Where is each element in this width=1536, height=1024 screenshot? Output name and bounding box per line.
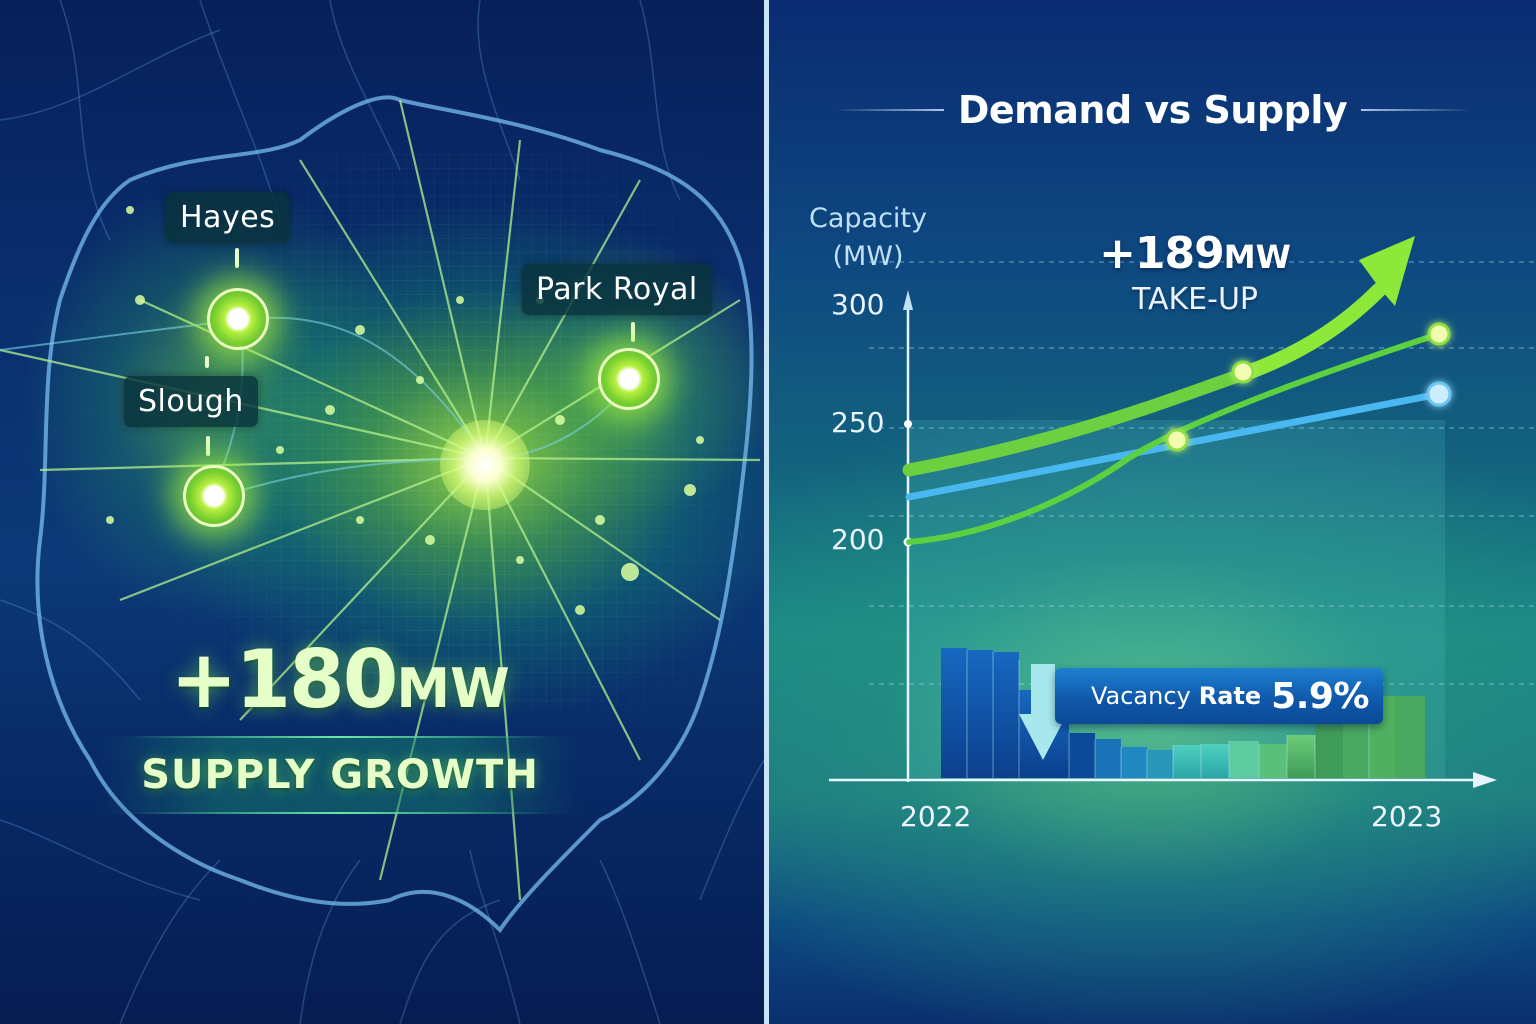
takeup-arrowhead-icon — [1359, 236, 1415, 306]
supply-growth-value: +180MW — [100, 640, 580, 720]
location-label-hayes: Hayes — [166, 192, 290, 243]
supply-value-number: +180 — [170, 633, 398, 726]
y-tick-250: 250 — [831, 406, 885, 439]
panel-divider — [764, 0, 769, 1024]
title-rule-left — [833, 109, 944, 111]
vacancy-label: Vacancy — [1090, 682, 1191, 710]
slough-connector — [206, 436, 210, 456]
supply-map-panel: Hayes Slough Park Royal +180MW SUPPLY GR… — [0, 0, 764, 1024]
title-rule-right — [1361, 109, 1472, 111]
vacancy-rate-value: 5.9% — [1271, 675, 1369, 717]
takeup-value-number: +189 — [1099, 228, 1225, 279]
park-royal-location-pin-icon[interactable] — [598, 348, 660, 410]
y-tick-200: 200 — [831, 523, 885, 556]
x-tick-2022: 2022 — [900, 800, 972, 833]
location-label-park-royal: Park Royal — [522, 264, 712, 315]
y-tick-300: 300 — [831, 288, 885, 321]
vacancy-rate-badge: Vacancy Rate 5.9% — [1055, 668, 1383, 724]
road-network-map — [0, 0, 764, 1024]
takeup-value-unit: MW — [1223, 238, 1291, 276]
y-axis-label: Capacity (MW) — [809, 200, 927, 276]
location-label-slough: Slough — [124, 376, 258, 427]
supply-growth-label: SUPPLY GROWTH — [141, 752, 539, 798]
chart-title: Demand vs Supply — [957, 88, 1348, 132]
x-tick-2023: 2023 — [1371, 800, 1443, 833]
london-center-glow — [440, 420, 530, 510]
vacancy-rate-label: Rate — [1198, 682, 1262, 710]
vacancy-down-arrow-icon — [1019, 664, 1067, 760]
park-royal-connector — [631, 322, 635, 342]
supply-growth-band: SUPPLY GROWTH — [100, 736, 580, 814]
y-axis-label-line2: (MW) — [832, 241, 904, 272]
y-axis-label-line1: Capacity — [809, 203, 927, 234]
supply-growth-stat: +180MW SUPPLY GROWTH — [100, 640, 580, 814]
chart-plot-area — [829, 236, 1536, 788]
hayes-connector — [235, 248, 239, 268]
takeup-stat: +189MW TAKE-UP — [1065, 232, 1325, 318]
takeup-value: +189MW — [1065, 232, 1325, 276]
demand-supply-chart-panel: Demand vs Supply Capacity (MW) 300 250 2… — [769, 0, 1536, 1024]
takeup-label: TAKE-UP — [1131, 282, 1259, 317]
chart-title-row: Demand vs Supply — [769, 88, 1536, 132]
hayes-slough-connector — [205, 356, 209, 368]
hayes-location-pin-icon[interactable] — [207, 288, 269, 350]
supply-value-unit: MW — [396, 657, 510, 720]
slough-location-pin-icon[interactable] — [183, 465, 245, 527]
